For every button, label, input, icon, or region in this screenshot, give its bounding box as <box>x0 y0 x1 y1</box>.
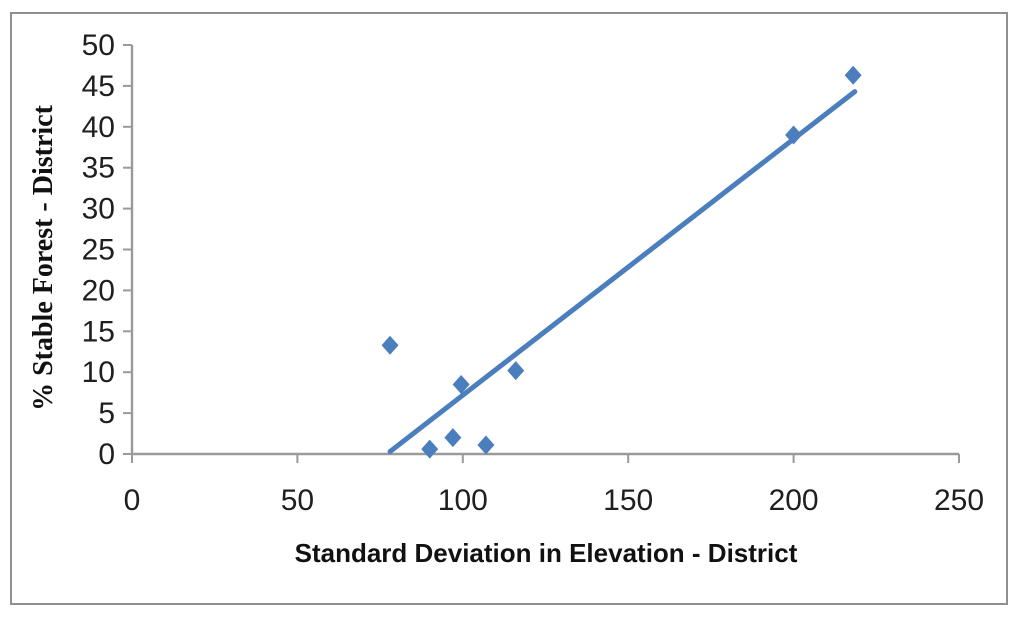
y-tick-label: 50 <box>82 29 115 62</box>
trendline <box>387 89 858 455</box>
y-tick-label: 25 <box>82 234 115 267</box>
y-tick-label: 30 <box>82 193 115 226</box>
x-tick-label: 150 <box>603 484 653 517</box>
data-point-marker <box>381 335 399 355</box>
x-tick-label: 100 <box>438 484 488 517</box>
y-tick-label: 5 <box>98 397 115 430</box>
x-axis-title: Standard Deviation in Elevation - Distri… <box>295 538 798 568</box>
data-point-marker <box>507 361 525 381</box>
x-tick-label: 50 <box>281 484 314 517</box>
axis-ticks <box>123 44 960 463</box>
y-tick-label: 20 <box>82 274 115 307</box>
chart-border <box>10 12 1008 605</box>
x-tick-label: 200 <box>769 484 819 517</box>
data-point-marker <box>444 428 462 448</box>
axis-tick-labels: 0 50 100 150 200 250 0 5 10 15 20 25 30 35 40 45 50 <box>82 29 984 517</box>
data-point-marker <box>477 435 495 455</box>
data-point-marker <box>421 439 439 459</box>
data-points <box>381 65 862 459</box>
data-point-marker <box>785 125 803 145</box>
y-tick-label: 40 <box>82 111 115 144</box>
y-tick-label: 45 <box>82 70 115 103</box>
y-tick-label: 35 <box>82 152 115 185</box>
y-axis-title: % Stable Forest - District <box>28 104 59 411</box>
y-tick-label: 15 <box>82 315 115 348</box>
y-tick-label: 0 <box>98 438 115 471</box>
data-point-marker <box>452 374 470 394</box>
y-tick-label: 10 <box>82 356 115 389</box>
data-point-marker <box>844 65 862 85</box>
x-tick-label: 0 <box>124 484 141 517</box>
x-tick-label: 250 <box>934 484 984 517</box>
